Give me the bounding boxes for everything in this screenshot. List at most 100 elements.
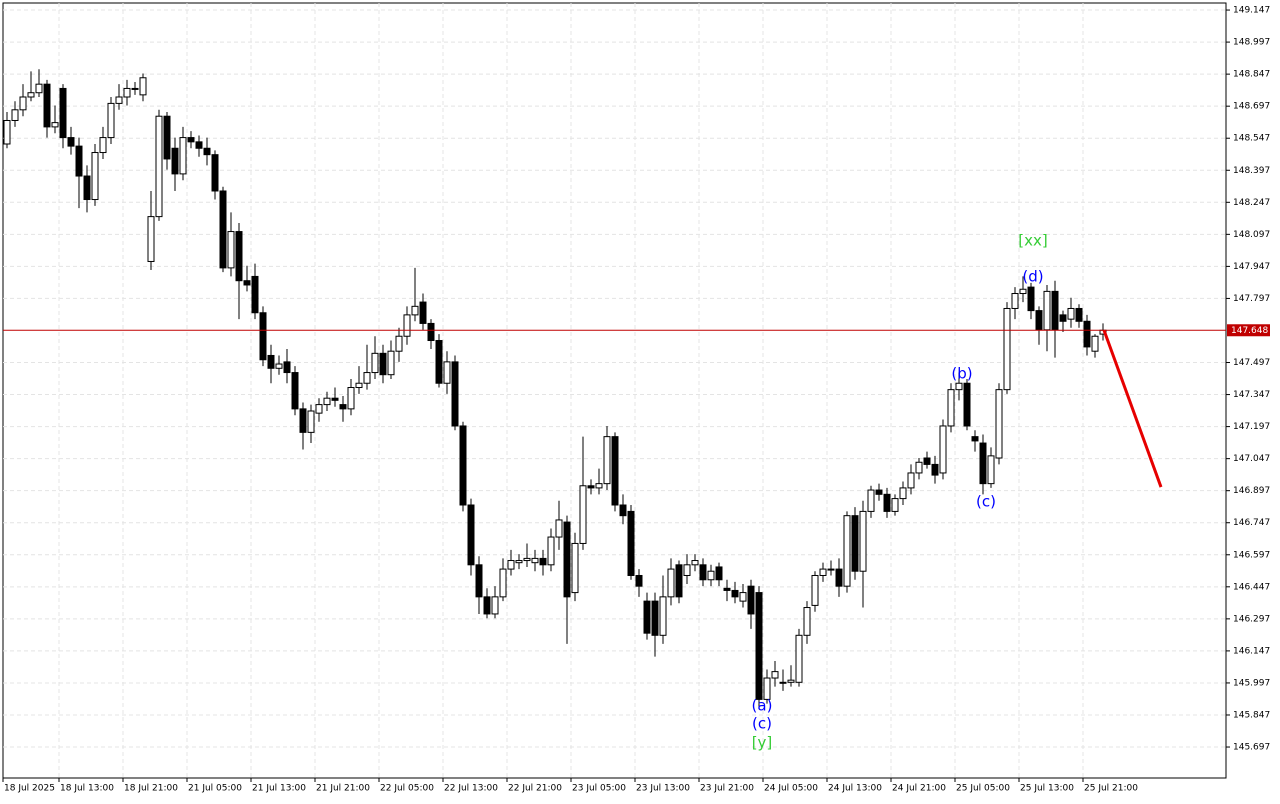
candle-body xyxy=(995,389,1003,459)
y-tick-label: 148.547 xyxy=(1233,134,1270,144)
candle-body xyxy=(795,634,803,683)
candle-body xyxy=(883,493,891,512)
candle-body xyxy=(723,587,731,591)
candle-body xyxy=(411,305,419,316)
candle-body xyxy=(163,115,171,160)
candle-body xyxy=(1091,335,1099,352)
candle-body xyxy=(483,596,491,615)
candle-body xyxy=(987,455,995,485)
candle-body xyxy=(323,397,331,406)
candle-body xyxy=(123,87,131,98)
y-tick-label: 146.297 xyxy=(1233,614,1270,624)
candle-body xyxy=(27,92,35,98)
candle-body xyxy=(307,410,315,433)
y-tick-label: 148.097 xyxy=(1233,230,1270,240)
candle-body xyxy=(395,335,403,352)
candle-body xyxy=(1019,288,1027,295)
candle-body xyxy=(131,87,139,90)
x-tick-label: 21 Jul 13:00 xyxy=(252,784,306,794)
candle-body xyxy=(939,425,947,474)
candle-body xyxy=(115,96,123,104)
candle-body xyxy=(747,585,755,615)
candle-body xyxy=(923,457,931,465)
current-price-box xyxy=(1227,324,1270,337)
y-tick-label: 145.847 xyxy=(1233,710,1270,720)
candle-body xyxy=(11,109,19,121)
wave-label: (c) xyxy=(976,493,996,511)
candle-body xyxy=(491,596,499,615)
candle-body xyxy=(771,671,779,679)
candle-body xyxy=(627,510,635,576)
candle-body xyxy=(707,570,715,581)
candle-body xyxy=(211,154,219,192)
current-price-label: 147.648 xyxy=(1231,326,1268,336)
candle-body xyxy=(891,498,899,512)
candle-body xyxy=(451,361,459,427)
candle-body xyxy=(355,382,363,389)
candle-body xyxy=(1059,314,1067,322)
x-tick-label: 25 Jul 13:00 xyxy=(1020,784,1074,794)
candle-body xyxy=(259,312,267,361)
candle-body xyxy=(691,560,699,566)
candle-body xyxy=(555,519,563,538)
candle-body xyxy=(763,677,771,700)
candle-body xyxy=(331,397,339,401)
candle-body xyxy=(219,190,227,269)
candle-body xyxy=(43,83,51,128)
candle-body xyxy=(955,382,963,391)
candle-body xyxy=(667,568,675,598)
candle-body xyxy=(251,275,259,314)
wave-label: (a) xyxy=(752,697,773,715)
candle-body xyxy=(187,137,195,143)
y-tick-label: 148.697 xyxy=(1233,102,1270,112)
candle-body xyxy=(139,77,147,96)
candle-body xyxy=(83,175,91,201)
candle-body xyxy=(803,607,811,636)
candle-body xyxy=(1011,293,1019,309)
candle-body xyxy=(819,568,827,576)
x-tick-label: 25 Jul 21:00 xyxy=(1084,784,1138,794)
candle-body xyxy=(227,231,235,269)
candle-body xyxy=(203,147,211,156)
candle-body xyxy=(835,568,843,587)
candle-body xyxy=(699,564,707,581)
candle-body xyxy=(579,485,587,544)
candle-body xyxy=(443,361,451,384)
y-tick-label: 145.697 xyxy=(1233,743,1270,753)
candle-body xyxy=(371,352,379,374)
candle-body xyxy=(1083,320,1091,348)
candle-body xyxy=(347,387,355,410)
candle-body xyxy=(867,489,875,512)
y-tick-label: 147.197 xyxy=(1233,422,1270,432)
x-tick-label: 18 Jul 2025 xyxy=(4,784,55,794)
candle-body xyxy=(755,592,763,700)
candle-body xyxy=(195,141,203,149)
candle-body xyxy=(91,152,99,201)
candle-body xyxy=(963,382,971,427)
candle-body xyxy=(715,566,723,581)
candle-body xyxy=(899,487,907,500)
candle-body xyxy=(851,515,859,572)
y-tick-label: 147.797 xyxy=(1233,294,1270,304)
candle-body xyxy=(635,574,643,587)
wave-label: (c) xyxy=(752,715,772,733)
x-tick-label: 25 Jul 05:00 xyxy=(956,784,1010,794)
candle-body xyxy=(107,102,115,139)
candle-body xyxy=(531,557,539,564)
y-tick-label: 147.047 xyxy=(1233,454,1270,464)
candle-body xyxy=(643,600,651,634)
candle-body xyxy=(363,372,371,384)
candle-body xyxy=(1035,310,1043,331)
y-tick-label: 146.597 xyxy=(1233,550,1270,560)
y-tick-label: 147.497 xyxy=(1233,358,1270,368)
candle-body xyxy=(467,504,475,566)
x-tick-label: 22 Jul 13:00 xyxy=(444,784,498,794)
candle-body xyxy=(387,350,395,376)
candle-body xyxy=(507,560,515,570)
candle-body xyxy=(179,137,187,175)
forecast-line xyxy=(1102,329,1163,488)
candle-body xyxy=(827,568,835,571)
x-tick-label: 23 Jul 13:00 xyxy=(636,784,690,794)
x-tick-label: 24 Jul 21:00 xyxy=(892,784,946,794)
